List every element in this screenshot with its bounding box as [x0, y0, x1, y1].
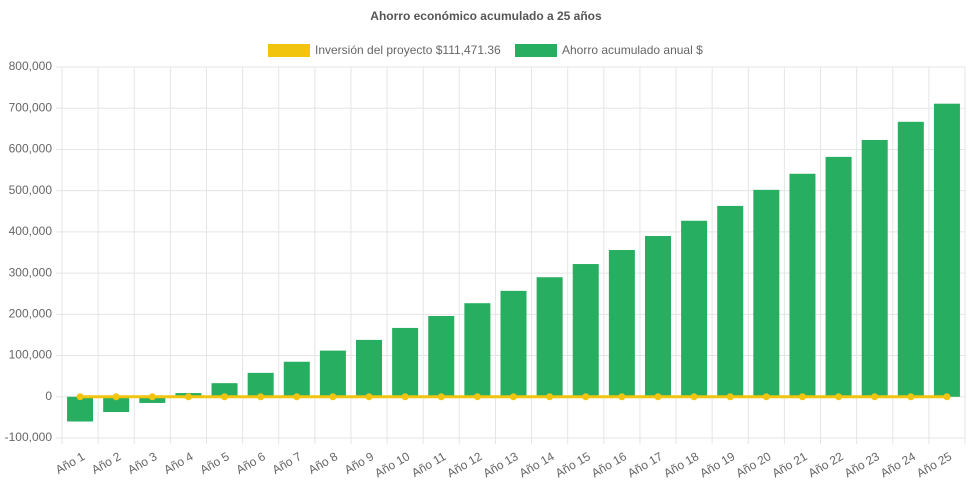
x-tick-label: Año 21	[770, 449, 810, 480]
line-point	[835, 393, 843, 401]
line-point	[907, 393, 915, 401]
x-tick-label: Año 11	[409, 449, 448, 480]
line-point	[762, 393, 770, 401]
y-tick-label: 700,000	[9, 100, 53, 114]
x-tick-label: Año 16	[589, 449, 629, 480]
x-tick-label: Año 10	[372, 449, 412, 480]
bar	[211, 383, 238, 397]
bar	[464, 303, 491, 397]
bar	[933, 103, 960, 397]
x-tick-label: Año 19	[697, 449, 737, 480]
x-tick-label: Año 8	[306, 449, 340, 477]
x-tick-label: Año 9	[342, 449, 376, 477]
line-point	[582, 393, 590, 401]
line-point	[654, 393, 662, 401]
bar	[356, 339, 383, 397]
line-point	[401, 393, 409, 401]
y-tick-label: 600,000	[9, 142, 53, 156]
x-tick-label: Año 23	[842, 449, 882, 480]
x-tick-label: Año 14	[517, 449, 557, 480]
line-point	[112, 393, 120, 401]
y-tick-label: -100,000	[5, 430, 53, 444]
bar	[392, 327, 419, 397]
x-tick-label: Año 1	[53, 449, 87, 477]
line-point	[510, 393, 517, 401]
x-tick-label: Año 5	[197, 449, 231, 477]
bar	[644, 236, 671, 397]
x-tick-label: Año 18	[661, 449, 701, 480]
line-point	[437, 393, 445, 401]
x-tick-label: Año 17	[625, 449, 665, 480]
x-tick-label: Año 7	[270, 449, 304, 477]
line-point	[871, 393, 879, 401]
bar	[103, 396, 130, 413]
bar	[247, 372, 274, 397]
line-point	[76, 393, 84, 401]
x-tick-label: Año 12	[445, 449, 485, 480]
bar	[283, 361, 310, 397]
line-point	[257, 393, 265, 401]
y-tick-label: 300,000	[9, 265, 53, 279]
x-tick-label: Año 6	[234, 449, 268, 477]
line-point	[798, 393, 806, 401]
line-point	[690, 393, 698, 401]
bar	[67, 396, 94, 422]
bar	[536, 277, 563, 397]
bar	[861, 139, 888, 397]
line-point	[221, 393, 229, 401]
line-point	[943, 393, 951, 401]
line-point	[293, 393, 301, 401]
y-tick-label: 800,000	[9, 59, 53, 73]
y-tick-label: 0	[45, 389, 52, 403]
bar	[753, 189, 780, 397]
line-point	[546, 393, 554, 401]
x-tick-label: Año 25	[914, 449, 954, 480]
x-tick-label: Año 4	[161, 449, 195, 477]
line-point	[618, 393, 626, 401]
x-tick-label: Año 22	[806, 449, 846, 480]
bar	[572, 264, 599, 397]
chart-title: Ahorro económico acumulado a 25 años	[370, 9, 602, 23]
y-tick-label: 100,000	[9, 348, 53, 362]
bar	[608, 250, 635, 397]
x-tick-label: Año 3	[125, 449, 159, 477]
bar	[897, 121, 924, 397]
bar	[428, 315, 455, 397]
bar	[717, 205, 744, 397]
y-tick-label: 400,000	[9, 224, 53, 238]
x-tick-label: Año 13	[481, 449, 521, 480]
line-point	[473, 393, 481, 401]
line-point	[329, 393, 337, 401]
legend-label: Inversión del proyecto $111,471.36	[315, 43, 501, 57]
y-tick-label: 500,000	[9, 183, 53, 197]
x-tick-label: Año 15	[553, 449, 593, 480]
x-tick-label: Año 2	[89, 449, 123, 477]
legend-label: Ahorro acumulado anual $	[562, 43, 703, 57]
line-point	[365, 393, 373, 401]
y-tick-label: 200,000	[9, 307, 53, 321]
bar	[789, 173, 816, 397]
line-point	[184, 393, 192, 401]
x-tick-label: Año 24	[878, 449, 918, 480]
bar	[319, 350, 346, 397]
line-point	[726, 393, 734, 401]
legend-swatch	[268, 44, 310, 57]
bar	[825, 156, 852, 397]
bar	[500, 290, 527, 397]
bar	[681, 220, 708, 397]
legend-swatch	[515, 44, 557, 57]
line-point	[148, 393, 156, 401]
x-tick-label: Año 20	[733, 449, 773, 480]
